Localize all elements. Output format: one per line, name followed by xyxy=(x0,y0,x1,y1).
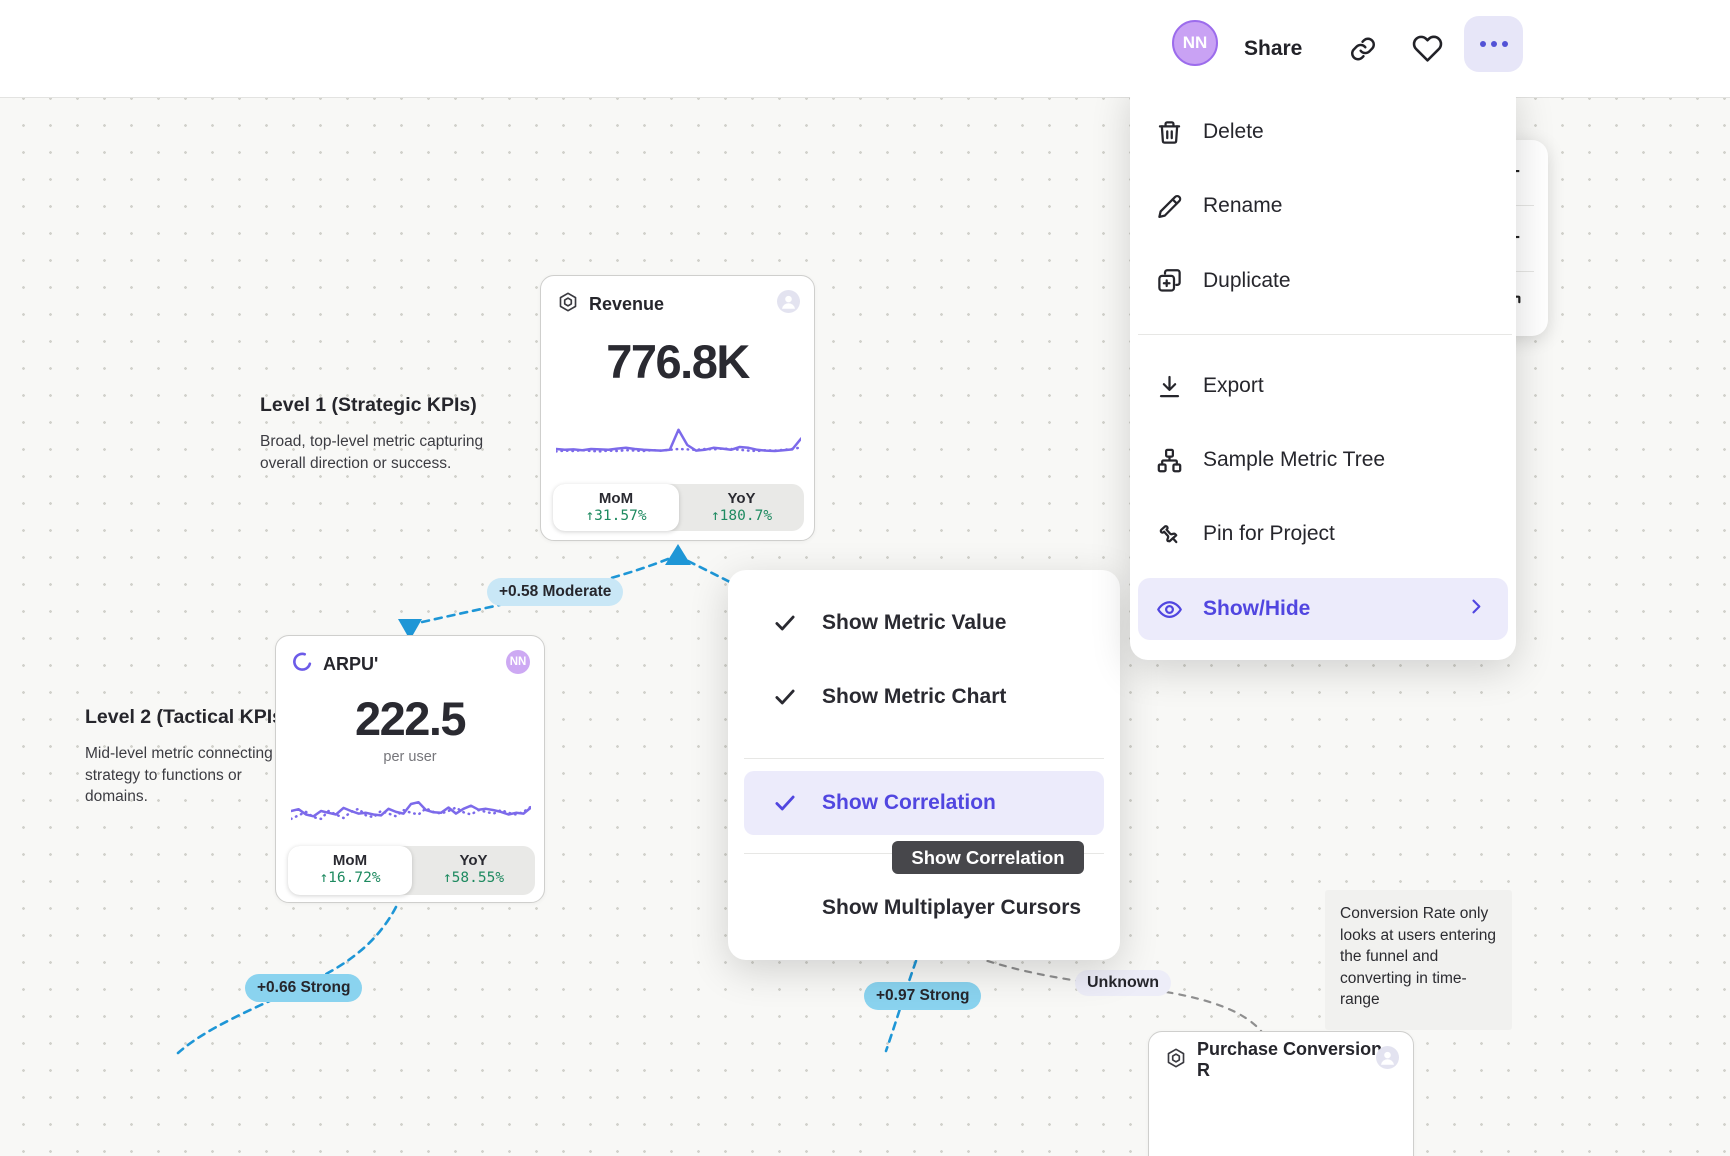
favorite-button[interactable] xyxy=(1412,0,1443,97)
metric-card-revenue[interactable]: Revenue 776.8K MoM ↑31.57% YoY ↑180.7% xyxy=(540,275,815,541)
menu-item-show-metric-value[interactable]: Show Metric Value xyxy=(744,593,1104,653)
metric-card-arpu[interactable]: ARPU' NN 222.5 per user MoM ↑16.72% YoY … xyxy=(275,635,545,903)
dot xyxy=(1490,41,1497,47)
menu-item-show-hide[interactable]: Show/Hide xyxy=(1138,578,1508,640)
mom-change-value: ↑31.57% xyxy=(585,508,647,524)
correlation-badge-moderate[interactable]: +0.58 Moderate xyxy=(487,578,624,606)
arc-metric-icon xyxy=(292,651,313,677)
menu-item-show-multiplayer-cursors[interactable]: Show Multiplayer Cursors xyxy=(744,878,1104,938)
copy-link-button[interactable] xyxy=(1349,0,1377,97)
eye-icon xyxy=(1156,596,1183,623)
menu-item-show-correlation[interactable]: Show Correlation xyxy=(744,771,1104,835)
correlation-badge-strong-097[interactable]: +0.97 Strong xyxy=(864,982,982,1010)
collaborator-badge: NN xyxy=(506,650,530,674)
check-placeholder xyxy=(772,895,798,921)
heart-icon xyxy=(1412,35,1443,62)
check-icon xyxy=(772,684,798,710)
correlation-badge-unknown[interactable]: Unknown xyxy=(1075,970,1171,996)
menu-item-pin-for-project[interactable]: Pin for Project xyxy=(1138,505,1508,563)
share-button[interactable]: Share xyxy=(1244,36,1303,60)
level1-description: Broad, top-level metric capturing overal… xyxy=(260,433,484,472)
trash-icon xyxy=(1156,119,1183,146)
menu-item-duplicate[interactable]: Duplicate xyxy=(1138,252,1508,310)
metric-title: Revenue xyxy=(589,293,665,314)
pencil-icon xyxy=(1156,193,1183,220)
metric-card-purchase-conversion[interactable]: Purchase Conversion R xyxy=(1148,1031,1414,1156)
yoy-tab[interactable]: YoY ↑180.7% xyxy=(679,484,804,531)
user-avatar[interactable]: NN xyxy=(1172,20,1218,66)
yoy-change-value: ↑180.7% xyxy=(710,508,773,524)
level2-title: Level 2 (Tactical KPIs) xyxy=(85,706,290,728)
metric-title: Purchase Conversion R xyxy=(1197,1039,1383,1080)
mom-tab[interactable]: MoM ↑31.57% xyxy=(553,484,679,531)
metric-unit: per user xyxy=(383,749,437,765)
arpu-sparkline xyxy=(291,800,531,821)
arrowhead-into-revenue xyxy=(665,544,691,565)
metric-value: 222.5 xyxy=(354,692,467,745)
yoy-tab[interactable]: YoY ↑58.55% xyxy=(412,846,535,895)
menu-item-export[interactable]: Export xyxy=(1138,357,1508,415)
top-toolbar: NN Share xyxy=(0,0,1730,97)
level2-description: Mid-level metric connecting strategy to … xyxy=(85,745,273,805)
menu-item-sample-metric-tree[interactable]: Sample Metric Tree xyxy=(1138,431,1508,489)
hexagon-metric-icon xyxy=(1165,1047,1187,1074)
mom-tab[interactable]: MoM ↑16.72% xyxy=(288,846,412,895)
chevron-right-icon xyxy=(1466,597,1486,622)
more-options-button[interactable] xyxy=(1464,16,1523,72)
dot xyxy=(1501,41,1508,47)
change-toggle: MoM ↑31.57% YoY ↑180.7% xyxy=(553,484,804,531)
tree-icon xyxy=(1156,447,1183,474)
metric-title: ARPU' xyxy=(323,653,379,674)
check-icon xyxy=(772,610,798,636)
download-icon xyxy=(1156,373,1183,400)
correlation-badge-strong-066[interactable]: +0.66 Strong xyxy=(245,974,363,1002)
level1-title: Level 1 (Strategic KPIs) xyxy=(260,394,477,416)
more-options-menu: Delete Rename Duplicate Export Sample M xyxy=(1130,80,1516,660)
show-correlation-tooltip: Show Correlation xyxy=(892,841,1084,874)
dot xyxy=(1479,41,1486,47)
link-icon xyxy=(1351,37,1375,60)
duplicate-icon xyxy=(1156,268,1183,295)
menu-item-rename[interactable]: Rename xyxy=(1138,177,1508,235)
metric-value: 776.8K xyxy=(606,335,750,388)
change-toggle: MoM ↑16.72% YoY ↑58.55% xyxy=(288,846,535,895)
owner-avatar-icon xyxy=(1376,1046,1399,1069)
show-hide-submenu: Show Metric Value Show Metric Chart Show… xyxy=(728,570,1120,960)
canvas-note[interactable]: Conversion Rate only looks at users ente… xyxy=(1325,890,1512,1030)
menu-item-delete[interactable]: Delete xyxy=(1138,103,1508,161)
menu-item-show-metric-chart[interactable]: Show Metric Chart xyxy=(744,667,1104,727)
hexagon-metric-icon xyxy=(557,291,579,318)
mom-change-value: ↑16.72% xyxy=(319,870,381,886)
revenue-sparkline xyxy=(556,428,801,453)
check-icon xyxy=(772,790,798,816)
yoy-change-value: ↑58.55% xyxy=(442,870,505,886)
pin-icon xyxy=(1156,521,1183,548)
owner-avatar-icon xyxy=(777,290,800,313)
